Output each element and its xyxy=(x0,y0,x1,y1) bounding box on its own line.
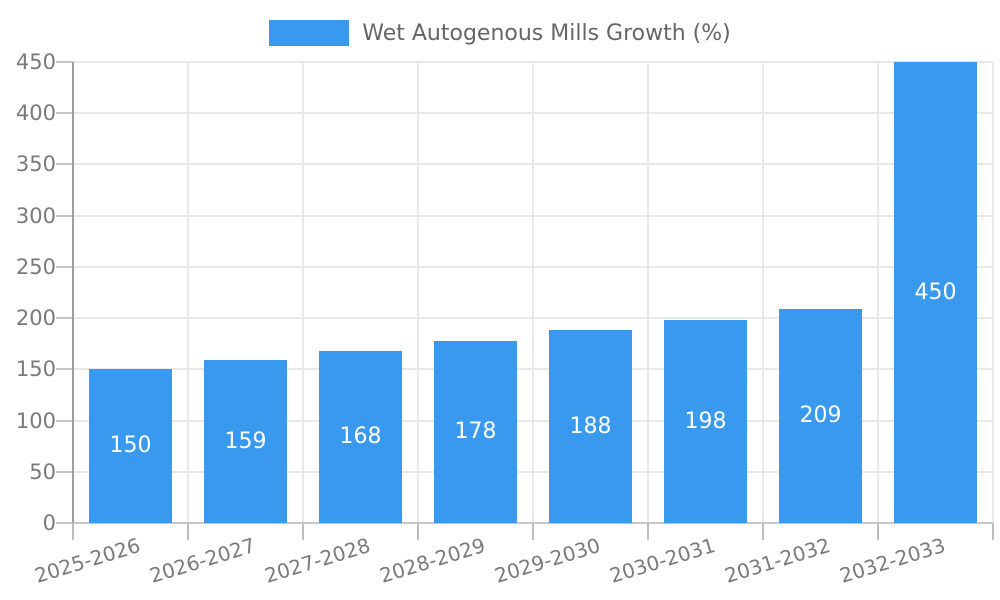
bar-2027-2028[interactable] xyxy=(319,350,402,523)
y-axis-tick xyxy=(56,214,73,217)
bar-value-label: 188 xyxy=(569,413,612,439)
y-tick-label: 200 xyxy=(15,306,56,331)
bar-2029-2030[interactable] xyxy=(549,330,632,523)
chart-legend[interactable]: Wet Autogenous Mills Growth (%) xyxy=(0,16,1000,50)
y-tick-label: 100 xyxy=(15,408,56,433)
y-tick-label: 400 xyxy=(15,101,56,126)
bar-value-label: 198 xyxy=(684,408,727,434)
x-axis-tick xyxy=(877,523,879,540)
bar-2032-2033[interactable] xyxy=(894,62,977,523)
bar-value-label: 159 xyxy=(224,428,267,454)
y-axis-tick xyxy=(56,163,73,166)
y-tick-label: 300 xyxy=(15,203,56,228)
y-axis-tick xyxy=(56,419,73,422)
y-axis-tick xyxy=(56,368,73,371)
x-axis-tick xyxy=(417,523,419,540)
x-gridline xyxy=(532,62,534,523)
y-tick-label: 150 xyxy=(15,357,56,382)
x-axis-tick xyxy=(647,523,649,540)
x-gridline xyxy=(992,62,994,523)
x-gridline xyxy=(647,62,649,523)
bar-2026-2027[interactable] xyxy=(204,360,287,523)
bar-2025-2026[interactable] xyxy=(89,369,172,523)
y-axis-tick xyxy=(56,61,73,63)
y-tick-label: 450 xyxy=(15,50,56,74)
bar-2030-2031[interactable] xyxy=(664,320,747,523)
x-gridline xyxy=(762,62,764,523)
legend-label: Wet Autogenous Mills Growth (%) xyxy=(362,20,731,46)
x-gridline xyxy=(187,62,189,523)
x-tick-label: 2029-2030 xyxy=(492,533,604,588)
x-axis-tick xyxy=(762,523,764,540)
x-axis-tick xyxy=(302,523,304,540)
x-gridline xyxy=(877,62,879,523)
x-tick-label: 2028-2029 xyxy=(377,533,489,588)
x-tick-label: 2030-2031 xyxy=(607,533,719,588)
y-axis-tick xyxy=(56,112,73,115)
x-axis-tick xyxy=(187,523,189,540)
x-tick-label: 2027-2028 xyxy=(262,533,374,588)
y-axis-tick xyxy=(56,522,73,524)
x-tick-label: 2032-2033 xyxy=(837,533,949,588)
bar-2028-2029[interactable] xyxy=(434,340,517,523)
bar-value-label: 178 xyxy=(454,418,497,444)
x-axis-tick xyxy=(72,523,74,540)
y-axis-tick xyxy=(56,265,73,268)
y-tick-label: 0 xyxy=(42,511,56,535)
y-axis-line xyxy=(72,62,74,523)
y-tick-label: 50 xyxy=(29,459,56,484)
x-axis-tick xyxy=(532,523,534,540)
bar-2031-2032[interactable] xyxy=(779,308,862,523)
legend-swatch xyxy=(269,20,350,46)
x-tick-label: 2026-2027 xyxy=(147,533,259,588)
bar-value-label: 209 xyxy=(799,402,842,428)
x-gridline xyxy=(417,62,419,523)
y-axis-tick xyxy=(56,317,73,320)
bar-value-label: 168 xyxy=(339,423,382,449)
x-axis-tick xyxy=(992,523,994,540)
x-axis-line xyxy=(73,522,993,524)
x-gridline xyxy=(302,62,304,523)
bar-value-label: 450 xyxy=(914,279,957,305)
y-tick-label: 350 xyxy=(15,152,56,177)
y-tick-label: 250 xyxy=(15,254,56,279)
x-tick-label: 2025-2026 xyxy=(32,533,144,588)
y-axis-tick xyxy=(56,470,73,473)
bar-value-label: 150 xyxy=(109,433,152,459)
x-tick-label: 2031-2032 xyxy=(722,533,834,588)
